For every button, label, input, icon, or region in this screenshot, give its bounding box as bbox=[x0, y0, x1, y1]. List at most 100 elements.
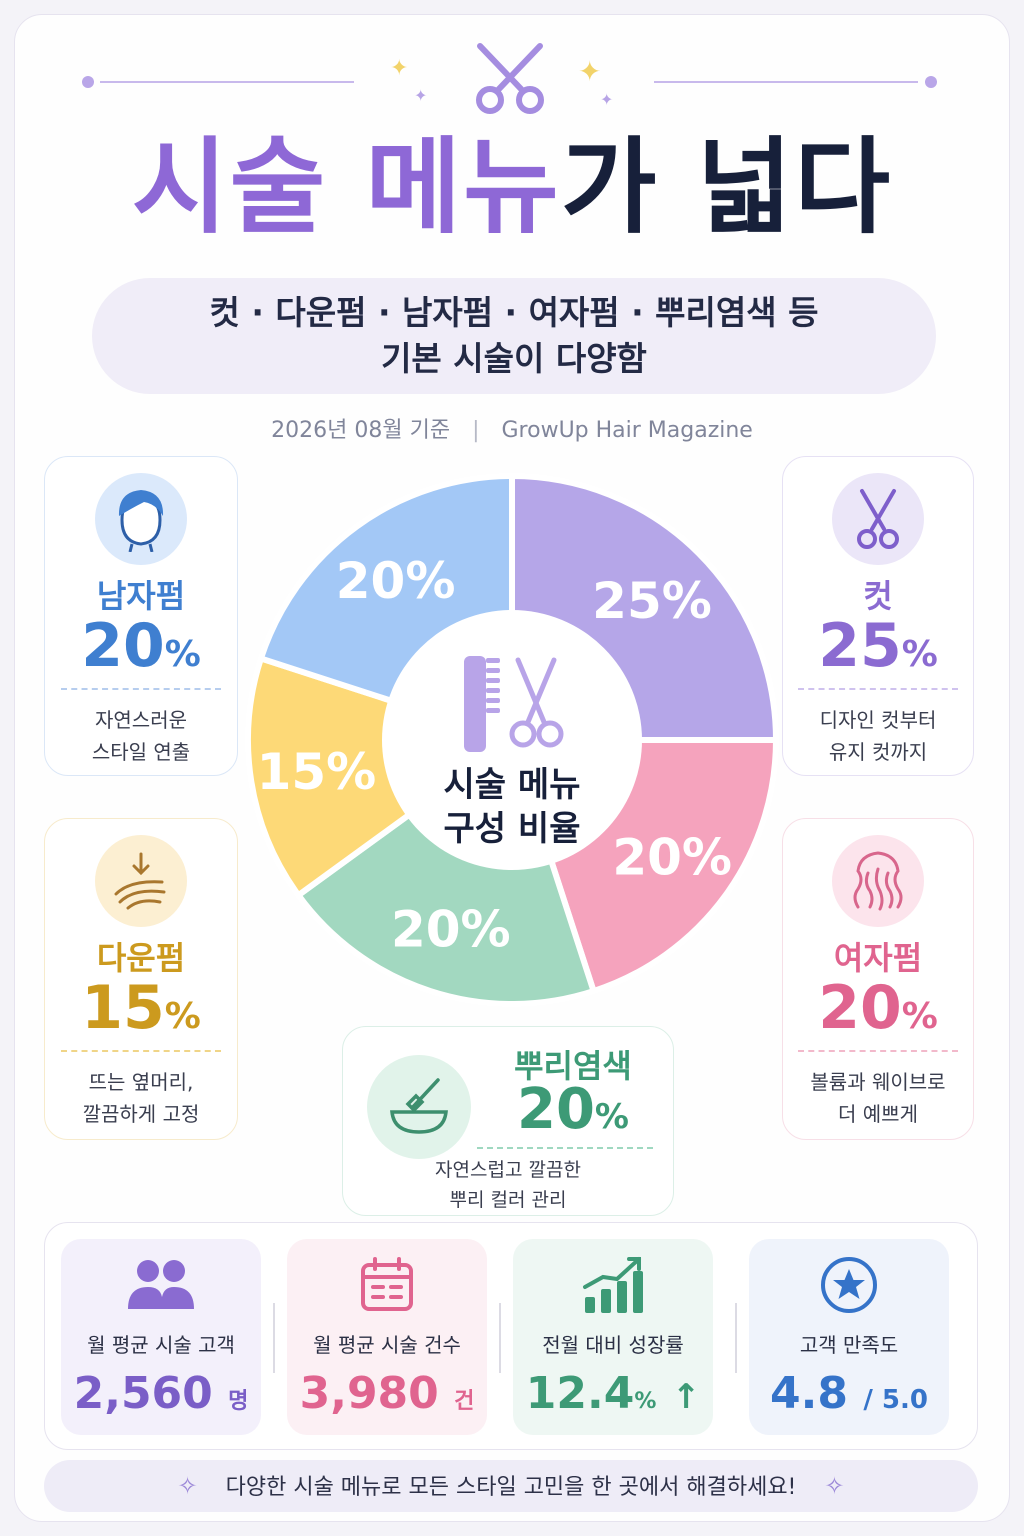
meta-line: 2026년 08월 기준 | GrowUp Hair Magazine bbox=[0, 412, 1024, 444]
icon-circle bbox=[95, 835, 187, 927]
footer-banner: ✧ 다양한 시술 메뉴로 모든 스타일 고민을 한 곳에서 해결하세요! ✧ bbox=[44, 1460, 978, 1512]
divider bbox=[273, 1303, 275, 1373]
subtitle-line-2: 기본 시술이 다양함 bbox=[381, 339, 647, 378]
stat-label: 월 평균 시술 고객 bbox=[87, 1333, 235, 1357]
card-percent: 15% bbox=[45, 977, 237, 1040]
percent-value: 20 bbox=[81, 611, 165, 681]
stat-number: 4.8 bbox=[770, 1368, 848, 1419]
stat-value: 12.4% ↑ bbox=[513, 1368, 713, 1419]
sparkle-icon: ✧ bbox=[177, 1472, 198, 1500]
pie-slice-label-5: 20% bbox=[336, 552, 456, 610]
icon-circle bbox=[832, 835, 924, 927]
title-highlight: 시술 메뉴 bbox=[131, 126, 561, 248]
percent-unit: % bbox=[164, 634, 201, 675]
card-desc-2: 뿌리 컬러 관리 bbox=[449, 1189, 567, 1211]
arrow-up-icon: ↑ bbox=[671, 1377, 701, 1417]
card-desc-1: 디자인 컷부터 bbox=[819, 708, 937, 732]
icon-circle bbox=[367, 1055, 471, 1159]
stat-value: 3,980 건 bbox=[287, 1368, 487, 1419]
stat-label: 전월 대비 성장률 bbox=[542, 1333, 684, 1357]
subtitle-line-1: 컷 · 다운펌 · 남자펌 · 여자펌 · 뿌리염색 등 bbox=[209, 292, 819, 332]
wavy-hair-icon bbox=[853, 851, 903, 911]
card-desc-1: 뜨는 옆머리, bbox=[88, 1070, 194, 1094]
comb-icon bbox=[464, 656, 500, 752]
stat-unit: % bbox=[634, 1389, 657, 1414]
percent-value: 15 bbox=[81, 973, 165, 1043]
percent-unit: % bbox=[594, 1097, 629, 1137]
stats-panel: 월 평균 시술 고객 2,560 명 월 평균 시술 건수 3,980 건 bbox=[44, 1222, 978, 1450]
stat-label: 월 평균 시술 건수 bbox=[313, 1333, 461, 1357]
deco-dot-right bbox=[925, 76, 937, 88]
pie-slice-label-4: 15% bbox=[257, 743, 377, 801]
stat-growth: 전월 대비 성장률 12.4% ↑ bbox=[513, 1239, 713, 1435]
percent-value: 20 bbox=[516, 1077, 595, 1142]
footer-text: 다양한 시술 메뉴로 모든 스타일 고민을 한 곳에서 해결하세요! bbox=[225, 1475, 797, 1500]
stat-procedures: 월 평균 시술 건수 3,980 건 bbox=[287, 1239, 487, 1435]
deco-dot-left bbox=[82, 76, 94, 88]
sparkle-icon: ✦ bbox=[414, 86, 428, 105]
pie-slice-label-2: 20% bbox=[612, 828, 732, 886]
sparkle-icon: ✦ bbox=[600, 90, 614, 109]
stat-unit: 명 bbox=[228, 1389, 249, 1414]
source-text: GrowUp Hair Magazine bbox=[501, 418, 753, 443]
calendar-icon bbox=[361, 1257, 413, 1311]
stat-unit: 건 bbox=[454, 1389, 475, 1414]
stat-number: 12.4 bbox=[525, 1368, 635, 1419]
sparkle-icon: ✦ bbox=[578, 55, 602, 88]
man-face-icon bbox=[118, 490, 164, 552]
card-men-perm: 남자펌 20% 자연스러운 스타일 연출 bbox=[44, 456, 238, 776]
subtitle-box: 컷 · 다운펌 · 남자펌 · 여자펌 · 뿌리염색 등 기본 시술이 다양함 bbox=[92, 278, 936, 394]
scissors-icon bbox=[476, 43, 544, 114]
pie-slice-label-1: 25% bbox=[592, 572, 712, 630]
donut-chart: 시술 메뉴 구성 비율 25% 20% 20% 15% 20% bbox=[245, 472, 780, 1007]
card-label: 남자펌 bbox=[96, 577, 186, 615]
dye-bowl-icon bbox=[390, 1078, 448, 1134]
sparkle-icon: ✧ bbox=[824, 1472, 845, 1500]
stat-customers: 월 평균 시술 고객 2,560 명 bbox=[61, 1239, 261, 1435]
card-women-perm: 여자펌 20% 볼륨과 웨이브로 더 예쁘게 bbox=[782, 818, 974, 1140]
percent-unit: % bbox=[901, 996, 938, 1037]
percent-value: 20 bbox=[818, 973, 902, 1043]
divider bbox=[798, 1050, 958, 1052]
scissors-icon bbox=[857, 489, 899, 549]
card-percent: 20% bbox=[783, 977, 973, 1040]
donut-center-label-1: 시술 메뉴 bbox=[444, 765, 581, 805]
card-percent: 20% bbox=[45, 615, 237, 678]
stat-satisfaction: 고객 만족도 4.8 / 5.0 bbox=[749, 1239, 949, 1435]
stat-number: 2,560 bbox=[73, 1368, 213, 1419]
sparkle-icon: ✦ bbox=[390, 56, 409, 81]
percent-value: 25 bbox=[818, 611, 902, 681]
card-label: 여자펌 bbox=[833, 939, 923, 977]
percent-unit: % bbox=[164, 996, 201, 1037]
divider bbox=[61, 1050, 221, 1052]
card-desc-1: 볼륨과 웨이브로 bbox=[810, 1070, 946, 1094]
card-desc-2: 더 예쁘게 bbox=[838, 1102, 918, 1126]
page-title: 시술 메뉴가 넓다 bbox=[0, 130, 1024, 244]
stat-value: 4.8 / 5.0 bbox=[749, 1368, 949, 1419]
scissors-icon bbox=[509, 657, 564, 748]
card-desc-1: 자연스럽고 깔끔한 bbox=[435, 1159, 581, 1181]
star-badge-icon bbox=[821, 1257, 877, 1313]
date-text: 2026년 08월 기준 bbox=[271, 418, 451, 443]
card-percent: 20% bbox=[493, 1080, 653, 1140]
card-desc-1: 자연스러운 bbox=[95, 708, 187, 732]
hair-down-icon bbox=[114, 852, 166, 910]
stat-number: 3,980 bbox=[299, 1368, 439, 1419]
card-root-dye: 뿌리염색 20% 자연스럽고 깔끔한 뿌리 컬러 관리 bbox=[342, 1026, 674, 1216]
divider bbox=[477, 1147, 653, 1149]
icon-circle bbox=[832, 473, 924, 565]
card-cut: 컷 25% 디자인 컷부터 유지 컷까지 bbox=[782, 456, 974, 776]
card-label: 컷 bbox=[863, 577, 893, 615]
divider bbox=[61, 688, 221, 690]
card-desc-2: 유지 컷까지 bbox=[828, 740, 928, 764]
divider bbox=[798, 688, 958, 690]
card-down-perm: 다운펌 15% 뜨는 옆머리, 깔끔하게 고정 bbox=[44, 818, 238, 1140]
stat-value: 2,560 명 bbox=[61, 1368, 261, 1419]
pie-slice-4 bbox=[245, 654, 519, 900]
title-rest: 가 넓다 bbox=[560, 126, 893, 248]
card-label: 뿌리염색 bbox=[514, 1047, 632, 1085]
stat-unit: / 5.0 bbox=[863, 1385, 928, 1415]
growth-chart-icon bbox=[583, 1257, 643, 1313]
meta-separator: | bbox=[472, 418, 480, 443]
card-percent: 25% bbox=[783, 615, 973, 678]
